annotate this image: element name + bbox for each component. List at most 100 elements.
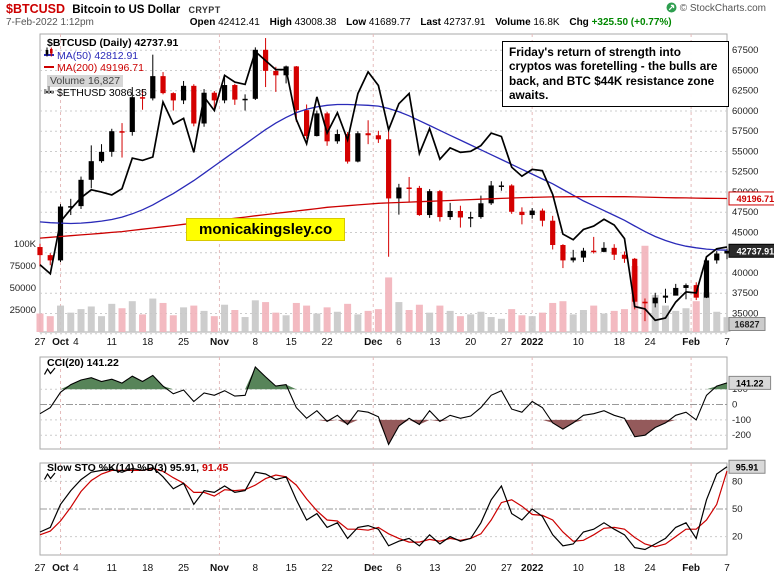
chg-value: +325.50 (+0.77%) bbox=[591, 17, 672, 28]
svg-text:49196.71: 49196.71 bbox=[737, 194, 774, 204]
legend-volume-text: Volume 16,827 bbox=[47, 74, 124, 87]
svg-text:20: 20 bbox=[465, 563, 477, 574]
svg-text:7: 7 bbox=[724, 337, 730, 348]
svg-text:15: 15 bbox=[286, 563, 298, 574]
svg-text:16827: 16827 bbox=[734, 320, 759, 330]
svg-text:25: 25 bbox=[178, 337, 190, 348]
stockcharts-brand-link[interactable]: © StockCharts.com bbox=[666, 2, 766, 16]
svg-text:18: 18 bbox=[142, 337, 154, 348]
legend-eth-row: $ETHUSD 3086.35 bbox=[44, 87, 178, 100]
last-label: Last bbox=[420, 17, 441, 28]
svg-text:20: 20 bbox=[465, 337, 477, 348]
svg-text:18: 18 bbox=[142, 563, 154, 574]
legend-ma200-row: MA(200) 49196.71 bbox=[44, 62, 178, 75]
svg-text:10: 10 bbox=[573, 563, 585, 574]
svg-text:67500: 67500 bbox=[732, 45, 758, 56]
quote-chg: Chg +325.50 (+0.77%) bbox=[569, 17, 671, 28]
chart-header: $BTCUSD Bitcoin to US Dollar CRYPT © Sto… bbox=[0, 0, 774, 32]
svg-text:Nov: Nov bbox=[210, 563, 229, 574]
svg-text:Oct: Oct bbox=[52, 563, 69, 574]
sto-legend-k-text: Slow STO %K(14) %D(3) 95.91, bbox=[47, 462, 200, 474]
svg-text:6: 6 bbox=[396, 337, 402, 348]
ma50-line-sample-icon bbox=[44, 53, 54, 56]
svg-text:80: 80 bbox=[732, 476, 743, 487]
svg-text:24: 24 bbox=[645, 563, 657, 574]
svg-text:22: 22 bbox=[322, 337, 334, 348]
legend-ma200-text: MA(200) 49196.71 bbox=[57, 62, 144, 74]
svg-text:75000: 75000 bbox=[10, 261, 36, 272]
quote-high: High 43008.38 bbox=[270, 17, 337, 28]
svg-text:50: 50 bbox=[732, 504, 743, 515]
svg-text:Feb: Feb bbox=[682, 337, 700, 348]
svg-text:Nov: Nov bbox=[210, 337, 229, 348]
svg-text:42737.91: 42737.91 bbox=[737, 246, 774, 256]
svg-text:141.22: 141.22 bbox=[736, 378, 764, 388]
low-value: 41689.77 bbox=[368, 17, 411, 28]
symbol-name: Bitcoin to US Dollar bbox=[72, 4, 181, 16]
svg-text:62500: 62500 bbox=[732, 86, 758, 97]
svg-text:52500: 52500 bbox=[732, 167, 758, 178]
svg-text:4: 4 bbox=[73, 337, 79, 348]
svg-text:24: 24 bbox=[645, 337, 657, 348]
volume-label: Volume bbox=[495, 17, 531, 28]
legend-ma50-row: MA(50) 42812.91 bbox=[44, 50, 178, 63]
svg-text:2022: 2022 bbox=[521, 337, 544, 348]
svg-text:11: 11 bbox=[107, 563, 118, 574]
svg-text:2022: 2022 bbox=[521, 563, 544, 574]
high-label: High bbox=[269, 17, 292, 28]
svg-text:18: 18 bbox=[614, 563, 626, 574]
exchange-label: CRYPT bbox=[188, 5, 221, 15]
cci-legend-text: CCI(20) 141.22 bbox=[47, 357, 119, 369]
svg-text:25000: 25000 bbox=[10, 305, 36, 316]
svg-text:50000: 50000 bbox=[10, 283, 36, 294]
last-value: 42737.91 bbox=[443, 17, 486, 28]
low-label: Low bbox=[346, 17, 367, 28]
svg-text:20: 20 bbox=[732, 532, 743, 543]
svg-text:60000: 60000 bbox=[732, 106, 758, 117]
svg-text:65000: 65000 bbox=[732, 65, 758, 76]
svg-text:7: 7 bbox=[724, 563, 730, 574]
svg-text:10: 10 bbox=[573, 337, 585, 348]
quote-last: Last 42737.91 bbox=[420, 17, 485, 28]
svg-text:55000: 55000 bbox=[732, 146, 758, 157]
chart-datetime: 7-Feb-2022 1:12pm bbox=[6, 17, 94, 28]
chart-body: 6750065000625006000057500550005250050000… bbox=[0, 32, 774, 586]
legend-eth-text: $ETHUSD 3086.35 bbox=[57, 87, 147, 99]
svg-text:0: 0 bbox=[732, 400, 737, 411]
sto-legend-d-value: 91.45 bbox=[202, 462, 229, 474]
stockcharts-logo-icon bbox=[666, 2, 677, 16]
svg-text:47500: 47500 bbox=[732, 207, 758, 218]
brand-text: © StockCharts.com bbox=[679, 3, 766, 14]
svg-text:27: 27 bbox=[34, 563, 46, 574]
quote-volume: Volume 16.8K bbox=[495, 17, 559, 28]
svg-text:35000: 35000 bbox=[732, 308, 758, 319]
ma200-line-sample-icon bbox=[44, 66, 54, 68]
svg-text:Feb: Feb bbox=[682, 563, 700, 574]
svg-text:15: 15 bbox=[286, 337, 298, 348]
quote-low: Low 41689.77 bbox=[346, 17, 411, 28]
svg-text:27: 27 bbox=[34, 337, 46, 348]
svg-text:13: 13 bbox=[429, 563, 441, 574]
quote-open: Open 42412.41 bbox=[190, 17, 260, 28]
chg-label: Chg bbox=[569, 17, 589, 28]
svg-text:25: 25 bbox=[178, 563, 190, 574]
svg-text:11: 11 bbox=[107, 337, 118, 348]
watermark-label: monicakingsley.co bbox=[186, 218, 346, 241]
svg-text:100K: 100K bbox=[14, 239, 37, 250]
svg-text:45000: 45000 bbox=[732, 227, 758, 238]
symbol: $BTCUSD bbox=[6, 2, 66, 16]
legend-volume-row: Volume 16,827 bbox=[44, 74, 178, 94]
legend-symbol-text: $BTCUSD (Daily) 42737.91 bbox=[47, 37, 179, 49]
svg-text:13: 13 bbox=[429, 337, 441, 348]
svg-text:22: 22 bbox=[322, 563, 334, 574]
svg-text:27: 27 bbox=[501, 337, 513, 348]
volume-value: 16.8K bbox=[533, 17, 560, 28]
svg-text:Dec: Dec bbox=[364, 337, 383, 348]
svg-text:Dec: Dec bbox=[364, 563, 383, 574]
svg-text:4: 4 bbox=[73, 563, 79, 574]
svg-text:57500: 57500 bbox=[732, 126, 758, 137]
svg-text:18: 18 bbox=[614, 337, 626, 348]
open-label: Open bbox=[189, 17, 216, 28]
legend-symbol-row: $BTCUSD (Daily) 42737.91 bbox=[44, 37, 179, 57]
open-value: 42412.41 bbox=[218, 17, 260, 28]
